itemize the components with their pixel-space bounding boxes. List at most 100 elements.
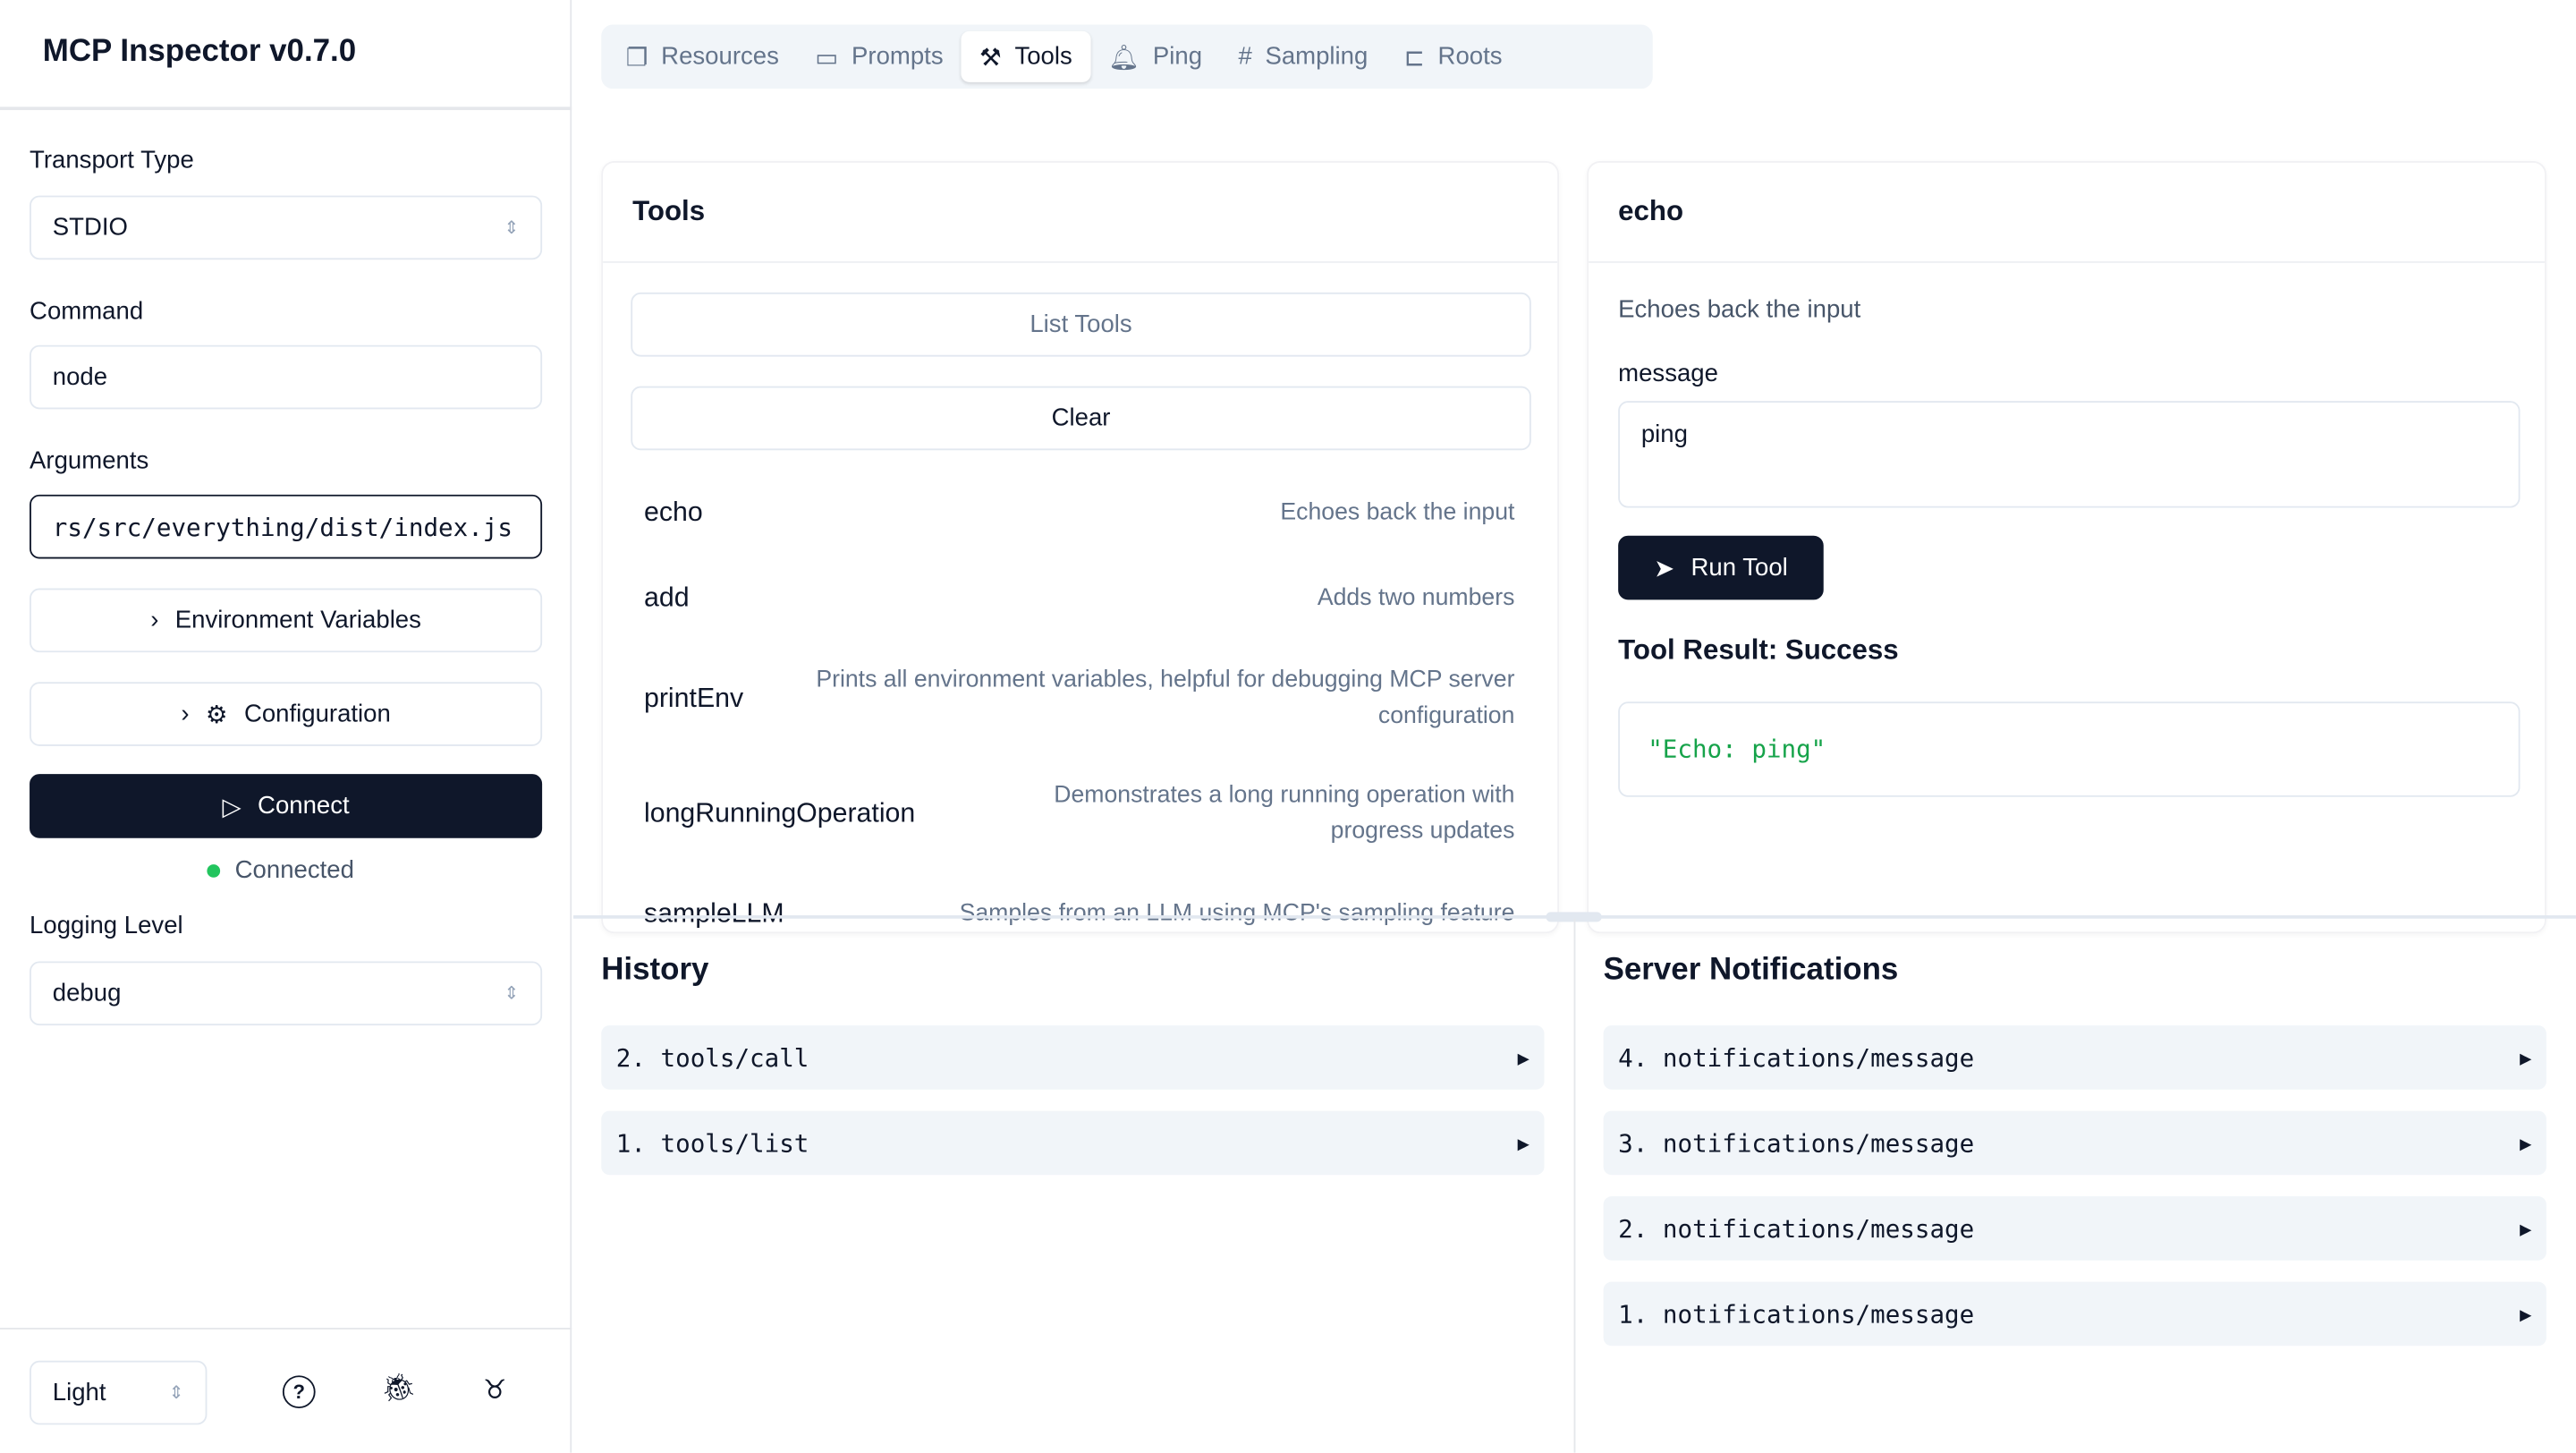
- triangle-right-icon: ▶: [2520, 1217, 2532, 1240]
- status-text: Connected: [234, 855, 354, 885]
- tab-label: Ping: [1152, 42, 1203, 71]
- notifications-title: Server Notifications: [1603, 953, 1899, 988]
- tab-label: Resources: [661, 42, 779, 71]
- logging-level-label: Logging Level: [30, 912, 183, 940]
- clear-button[interactable]: Clear: [631, 386, 1531, 451]
- play-icon: ▷: [222, 793, 242, 821]
- tool-result-output: "Echo: ping": [1618, 701, 2521, 797]
- tool-name: sampleLLM: [643, 897, 784, 928]
- chevrons-up-down-icon: ⇕: [168, 1383, 184, 1404]
- history-title: History: [601, 953, 709, 988]
- tab-sampling[interactable]: # Sampling: [1220, 31, 1385, 82]
- logging-level-select[interactable]: debug ⇕: [30, 961, 543, 1026]
- triangle-right-icon: ▶: [2520, 1131, 2532, 1155]
- tab-ping[interactable]: 🔔︎ Ping: [1090, 31, 1220, 82]
- config-label: Configuration: [243, 700, 391, 728]
- notification-label: 2. notifications/message: [1618, 1213, 1975, 1244]
- bug-icon[interactable]: 🐞︎: [381, 1372, 417, 1404]
- github-icon[interactable]: ♉︎: [482, 1377, 507, 1406]
- tool-item[interactable]: echo Echoes back the input: [644, 495, 1514, 531]
- triangle-right-icon: ▶: [1517, 1131, 1530, 1155]
- divider: [1573, 918, 1576, 1453]
- transport-type-select[interactable]: STDIO ⇕: [30, 195, 543, 260]
- tool-name: echo: [643, 497, 703, 527]
- message-square-icon: ▭: [815, 43, 839, 72]
- transport-value: STDIO: [52, 213, 128, 242]
- tab-resources[interactable]: ❐ Resources: [608, 31, 798, 82]
- arguments-label: Arguments: [30, 446, 149, 475]
- message-label: message: [1618, 360, 1718, 388]
- tool-name: longRunningOperation: [643, 797, 916, 828]
- notification-label: 1. notifications/message: [1618, 1298, 1975, 1329]
- theme-value: Light: [52, 1378, 106, 1407]
- tool-result-title: Tool Result: Success: [1618, 633, 1899, 666]
- history-item[interactable]: 1. tools/list ▶: [601, 1110, 1545, 1176]
- tab-tools[interactable]: ⚒ Tools: [961, 30, 1090, 82]
- notification-item[interactable]: 2. notifications/message ▶: [1603, 1196, 2546, 1261]
- tool-name: add: [643, 582, 690, 613]
- triangle-right-icon: ▶: [2520, 1302, 2532, 1326]
- tools-panel: Tools List Tools Clear echo Echoes back t…: [601, 160, 1560, 934]
- tool-item[interactable]: add Adds two numbers: [644, 580, 1514, 616]
- hash-icon: #: [1238, 42, 1252, 71]
- send-icon: ➤: [1654, 554, 1675, 583]
- resize-handle[interactable]: [1546, 912, 1602, 922]
- notification-label: 3. notifications/message: [1618, 1127, 1975, 1158]
- tab-label: Prompts: [852, 42, 944, 71]
- connection-status: Connected: [207, 855, 354, 885]
- chevrons-up-down-icon: ⇕: [504, 984, 520, 1005]
- notification-label: 4. notifications/message: [1618, 1042, 1975, 1073]
- tool-item[interactable]: sampleLLM Samples from an LLM using MCP's…: [644, 896, 1514, 931]
- connect-button[interactable]: ▷ Connect: [30, 774, 543, 838]
- folder-tree-icon: ⊏: [1403, 43, 1425, 72]
- tab-label: Tools: [1014, 42, 1072, 71]
- connect-label: Connect: [258, 792, 350, 820]
- status-dot-icon: [207, 863, 221, 877]
- env-label: Environment Variables: [174, 606, 421, 634]
- tool-description: Prints all environment variables, helpfu…: [816, 667, 1515, 730]
- tab-prompts[interactable]: ▭ Prompts: [797, 31, 962, 82]
- notification-item[interactable]: 3. notifications/message ▶: [1603, 1110, 2546, 1176]
- triangle-right-icon: ▶: [2520, 1046, 2532, 1069]
- message-textarea[interactable]: ping: [1618, 401, 2521, 508]
- logging-value: debug: [52, 979, 122, 1007]
- hammer-icon: ⚒: [979, 43, 1002, 72]
- configuration-button[interactable]: › ⚙ Configuration: [30, 682, 543, 746]
- divider: [0, 106, 572, 111]
- theme-select[interactable]: Light ⇕: [30, 1360, 208, 1425]
- files-icon: ❐: [625, 43, 648, 72]
- tool-item[interactable]: printEnv Prints all environment variables…: [644, 662, 1514, 735]
- chevrons-up-down-icon: ⇕: [504, 218, 520, 239]
- tool-description: Samples from an LLM using MCP's sampling…: [959, 900, 1515, 927]
- transport-type-label: Transport Type: [30, 146, 194, 174]
- tool-description: Adds two numbers: [1317, 584, 1515, 612]
- chevron-right-icon: ›: [150, 606, 159, 634]
- tool-description: Echoes back the input: [1280, 499, 1515, 526]
- run-tool-label: Run Tool: [1690, 553, 1788, 582]
- tab-roots[interactable]: ⊏ Roots: [1386, 31, 1521, 82]
- arguments-input[interactable]: rs/src/everything/dist/index.js: [30, 494, 543, 559]
- help-icon[interactable]: ?: [282, 1375, 316, 1409]
- tools-panel-title: Tools: [603, 163, 1558, 263]
- divider: [0, 1328, 572, 1330]
- notification-item[interactable]: 4. notifications/message ▶: [1603, 1025, 2546, 1090]
- environment-variables-button[interactable]: › Environment Variables: [30, 588, 543, 653]
- command-label: Command: [30, 297, 144, 326]
- sidebar: MCP Inspector v0.7.0 Transport Type STDI…: [0, 0, 572, 1453]
- tool-item[interactable]: longRunningOperation Demonstrates a long …: [644, 777, 1514, 850]
- history-item-label: 2. tools/call: [615, 1042, 809, 1073]
- notification-item[interactable]: 1. notifications/message ▶: [1603, 1281, 2546, 1347]
- tab-label: Roots: [1437, 42, 1503, 71]
- tool-name: printEnv: [643, 683, 744, 713]
- tool-detail-panel: echo Echoes back the input message ping …: [1587, 160, 2546, 934]
- history-item[interactable]: 2. tools/call ▶: [601, 1025, 1545, 1090]
- list-tools-button[interactable]: List Tools: [631, 292, 1531, 357]
- run-tool-button[interactable]: ➤ Run Tool: [1618, 535, 1824, 600]
- tab-label: Sampling: [1265, 42, 1368, 71]
- tool-detail-title: echo: [1589, 163, 2546, 263]
- command-input[interactable]: node: [30, 344, 543, 410]
- app-title: MCP Inspector v0.7.0: [42, 34, 357, 70]
- history-item-label: 1. tools/list: [615, 1127, 809, 1158]
- triangle-right-icon: ▶: [1517, 1046, 1530, 1069]
- tool-detail-description: Echoes back the input: [1618, 295, 1861, 324]
